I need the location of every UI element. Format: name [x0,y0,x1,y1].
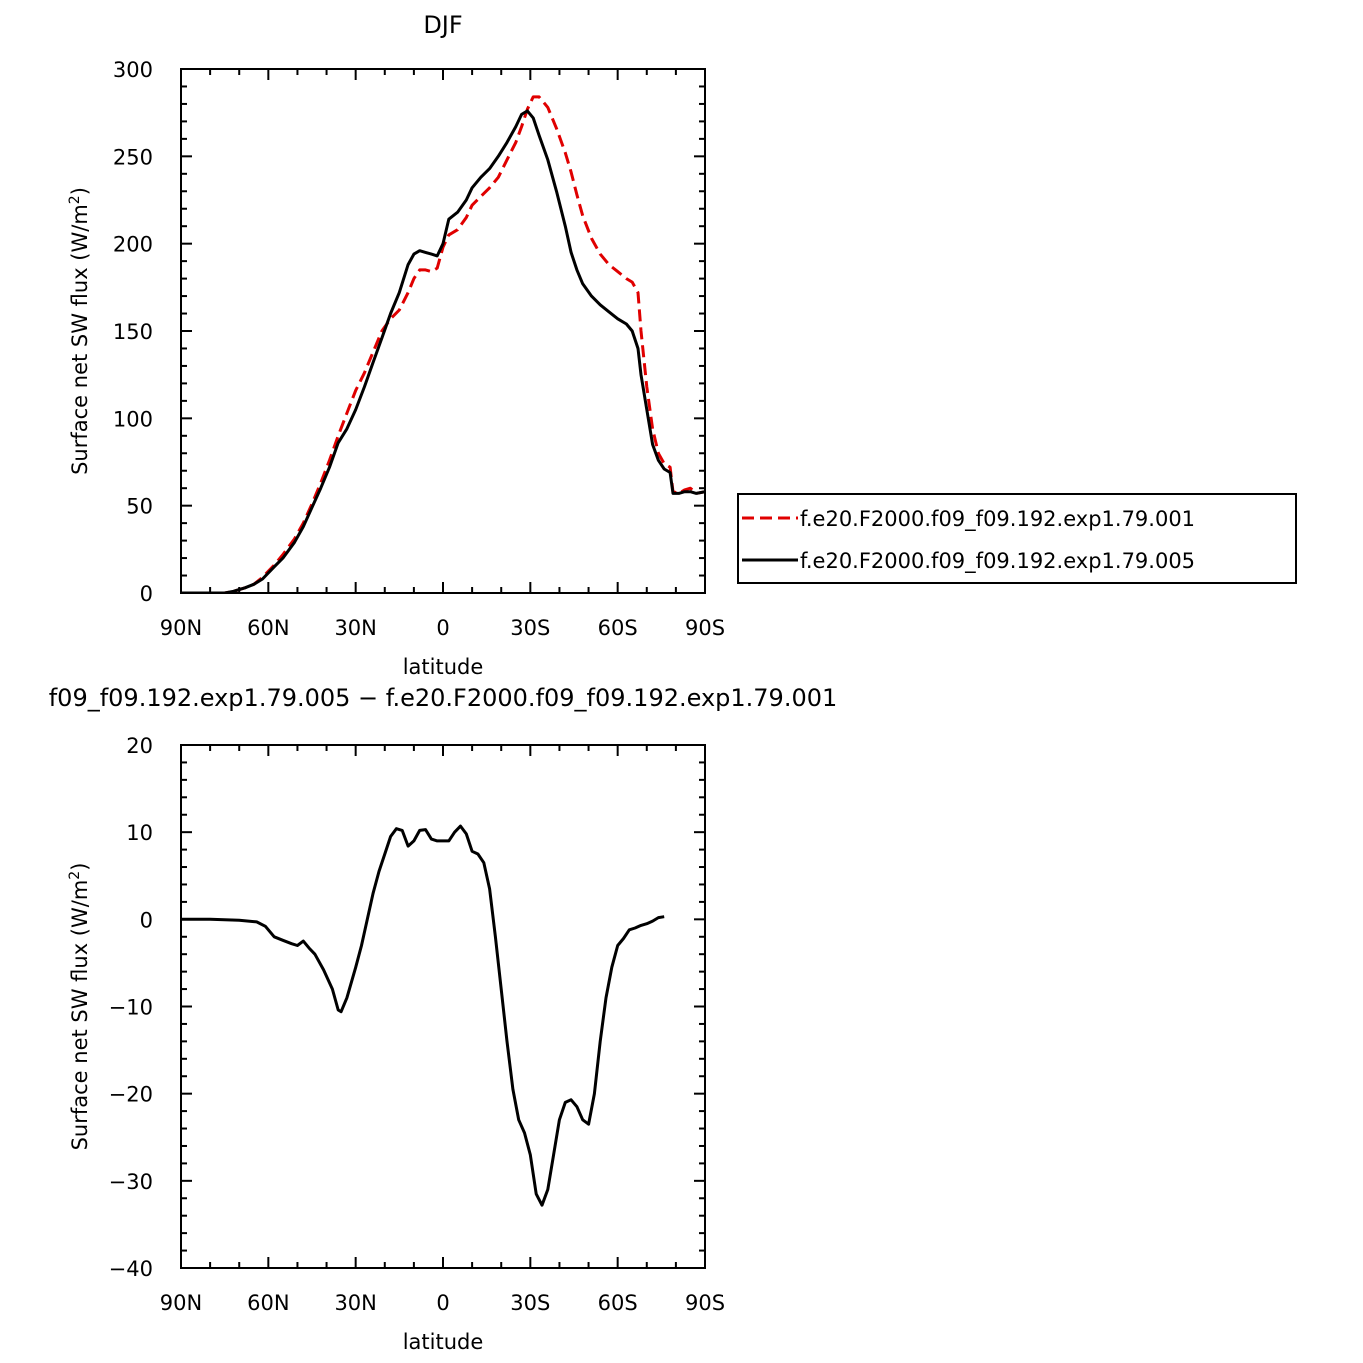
y-axis-label-1: Surface net SW flux (W/m2) [67,863,92,1151]
plot-frame-0 [180,68,706,594]
y-axis-label-0: Surface net SW flux (W/m2) [67,187,92,475]
legend: f.e20.F2000.f09_f09.192.exp1.79.001 f.e20… [737,493,1297,584]
bottom-panel-sw-flux-difference: f09_f09.192.exp1.79.005 − f.e20.F2000.f0… [49,684,838,1354]
y-tick-label-1-0: −40 [109,1257,153,1281]
y-tick-label-1-6: 20 [126,734,153,758]
x-tick-label-1-5: 60S [598,1291,638,1315]
x-tick-label-0-1: 60N [247,616,289,640]
series-line-1-0 [181,824,665,1207]
y-tick-label-0-0: 0 [140,582,153,606]
x-tick-label-0-4: 30S [510,616,550,640]
x-tick-label-1-4: 30S [510,1291,550,1315]
legend-label-1: f.e20.F2000.f09_f09.192.exp1.79.005 [800,549,1195,574]
x-tick-label-0-5: 60S [598,616,638,640]
x-tick-label-0-3: 0 [436,616,449,640]
y-tick-label-1-4: 0 [140,908,153,932]
x-tick-label-0-0: 90N [160,616,202,640]
legend-label-0: f.e20.F2000.f09_f09.192.exp1.79.001 [800,507,1195,532]
x-tick-label-1-3: 0 [436,1291,449,1315]
y-tick-label-1-3: −10 [109,996,153,1020]
x-tick-label-1-1: 60N [247,1291,289,1315]
y-tick-label-0-3: 150 [113,320,153,344]
top-panel-sw-flux: DJF 90N 60N 30N 0 30S 60S 90S 0 50 100 150 200 250 300… [67,11,725,679]
y-tick-label-1-1: −30 [109,1170,153,1194]
x-axis-label-0: latitude [403,655,484,679]
y-tick-label-0-2: 100 [113,407,153,431]
x-tick-label-1-0: 90N [160,1291,202,1315]
plot-frame-1 [180,744,706,1269]
legend-box [737,493,1297,584]
y-tick-label-0-6: 300 [113,58,153,82]
chart-title-0: DJF [423,11,462,39]
chart-title-1: f09_f09.192.exp1.79.005 − f.e20.F2000.f0… [49,684,838,712]
y-tick-label-0-1: 50 [126,495,153,519]
series-line-0-1 [181,109,705,593]
x-tick-label-0-6: 90S [685,616,725,640]
y-tick-label-1-5: 10 [126,821,153,845]
y-tick-label-1-2: −20 [109,1083,153,1107]
x-tick-label-1-2: 30N [334,1291,376,1315]
x-axis-label-1: latitude [403,1330,484,1354]
y-tick-label-0-5: 250 [113,145,153,169]
y-tick-label-0-4: 200 [113,233,153,257]
x-tick-label-0-2: 30N [334,616,376,640]
series-line-0-0 [181,95,705,593]
x-tick-label-1-6: 90S [685,1291,725,1315]
